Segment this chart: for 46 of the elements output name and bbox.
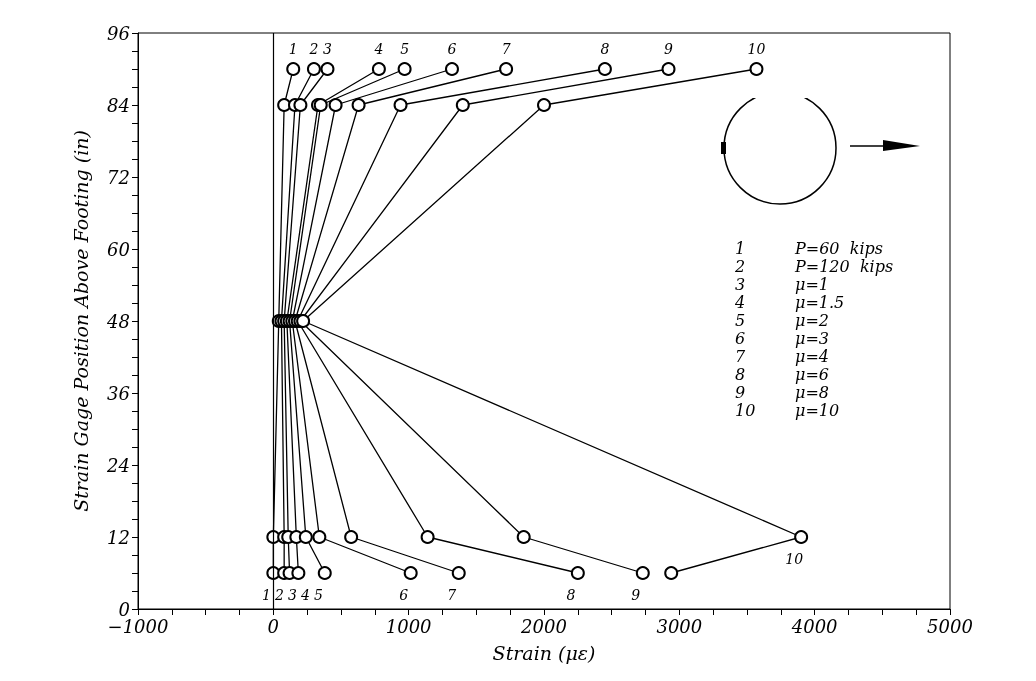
text: 1 P=60 kips bbox=[735, 239, 883, 258]
y-tick-label: 84 bbox=[107, 94, 130, 116]
series-label: 6 bbox=[447, 41, 457, 57]
y-axis-title: Strain Gage Position Above Footing (in) bbox=[69, 130, 92, 512]
series-label: 7 bbox=[501, 41, 511, 57]
y-tick-label: 96 bbox=[107, 22, 130, 44]
text: 5 μ=2 bbox=[735, 311, 829, 330]
x-tick-label: 5000 bbox=[927, 615, 973, 637]
series-label: 5 bbox=[400, 41, 410, 57]
x-axis-title: Strain (με) bbox=[492, 641, 596, 664]
y-tick-label: 72 bbox=[107, 166, 130, 188]
series-label: 1 bbox=[288, 41, 298, 57]
text: 9 μ=8 bbox=[735, 383, 829, 402]
y-tick-label: 36 bbox=[107, 382, 130, 404]
x-tick-label: 1000 bbox=[385, 615, 432, 637]
series-label: 2 bbox=[308, 41, 319, 57]
y-tick-label: 60 bbox=[107, 238, 130, 260]
text: 4 μ=1.5 bbox=[735, 293, 845, 312]
text: 10 bbox=[747, 41, 766, 57]
series-label: 9 bbox=[664, 41, 674, 57]
text: 4 bbox=[300, 587, 310, 603]
text: 1 bbox=[261, 587, 271, 603]
series-label: 3 bbox=[323, 41, 333, 57]
text: 8 bbox=[566, 587, 576, 603]
x-tick-label: 4000 bbox=[790, 615, 838, 637]
text: 9 bbox=[631, 587, 641, 603]
text: 3 μ=1 bbox=[735, 275, 829, 294]
text: 6 μ=3 bbox=[735, 329, 829, 348]
x-tick-label: 0 bbox=[267, 615, 280, 637]
series-label: 4 bbox=[373, 41, 384, 57]
series-label: 8 bbox=[600, 41, 610, 57]
text: 8 μ=6 bbox=[735, 365, 829, 384]
x-tick-label: 3000 bbox=[656, 615, 703, 637]
text: 2 P=120 kips bbox=[735, 257, 894, 276]
x-tick-label: 2000 bbox=[520, 615, 567, 637]
y-tick-label: 12 bbox=[107, 526, 130, 548]
text: 3 bbox=[287, 587, 297, 603]
y-tick-label: 24 bbox=[106, 454, 130, 476]
text: 5 bbox=[313, 587, 323, 603]
text: 10 μ=10 bbox=[735, 401, 840, 420]
text: 7 μ=4 bbox=[735, 347, 829, 366]
text: 2 bbox=[274, 587, 284, 603]
y-tick-label: 48 bbox=[106, 310, 130, 332]
text: 6 bbox=[399, 587, 409, 603]
series-label: 10 bbox=[785, 551, 804, 567]
text: 7 bbox=[447, 587, 457, 603]
